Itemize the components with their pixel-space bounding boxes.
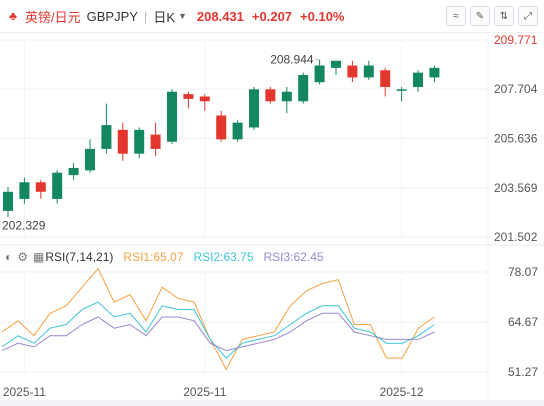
price-tick-label: 201.502 xyxy=(494,230,538,244)
rsi-tick-label: 51.27 xyxy=(508,365,538,379)
candle-body xyxy=(265,89,276,102)
price-tick-label: 205.636 xyxy=(494,132,538,146)
rsi3-value: RSI3:62.45 xyxy=(263,250,324,264)
rsi-name: RSI(7,14,21) xyxy=(45,250,114,264)
price-tick-label: 207.704 xyxy=(494,82,538,96)
candle-body xyxy=(150,134,161,149)
rsi1-value: RSI1:65.07 xyxy=(123,250,184,264)
rsi-tick-label: 64.67 xyxy=(508,315,538,329)
price-change-pct: +0.10% xyxy=(300,8,345,24)
eye-icon[interactable]: ◐ xyxy=(5,250,13,264)
candle-body xyxy=(183,94,194,99)
grid-lines xyxy=(0,32,544,400)
candle-body xyxy=(68,167,79,176)
last-price: 208.431 xyxy=(196,8,244,24)
rsi-panel xyxy=(1,267,435,371)
candle-body xyxy=(216,115,227,140)
chart-toolbar: ≈ ✎ ⇅ ⤢ xyxy=(446,6,538,26)
low-annotation: 202.329 xyxy=(2,218,46,232)
pair-code: GBPJPY xyxy=(86,8,138,24)
candle-body xyxy=(331,60,341,68)
indicator-icon[interactable]: ≈ xyxy=(446,6,466,26)
time-axis: 2025-11 2025-11 2025-12 xyxy=(3,385,424,399)
candle-body xyxy=(52,172,63,199)
gear-icon[interactable]: ⚙ xyxy=(17,250,29,264)
candle-body xyxy=(167,91,177,142)
candle-body xyxy=(85,148,95,171)
candle-body xyxy=(19,182,30,199)
price-tick-label: 203.569 xyxy=(494,181,538,195)
rsi-line-rsi2 xyxy=(1,301,435,359)
pair-name-cn[interactable]: 英镑/日元 xyxy=(25,9,81,25)
candle-body xyxy=(199,96,210,102)
rsi-line-rsi3 xyxy=(1,312,435,352)
rsi-tick-label: 78.07 xyxy=(508,265,538,279)
candle-body xyxy=(134,129,145,154)
candle-body xyxy=(249,89,259,128)
candle-body xyxy=(413,72,423,87)
price-tick-label: 209.771 xyxy=(494,33,538,47)
draw-icon[interactable]: ✎ xyxy=(470,6,490,26)
settings-icon[interactable]: ⇅ xyxy=(494,6,514,26)
candle-body xyxy=(101,125,112,149)
rsi2-value: RSI2:63.75 xyxy=(193,250,254,264)
time-tick-label: 2025-11 xyxy=(183,385,226,399)
indicator-legend: ◐ ⚙ ▦ RSI(7,14,21) RSI1:65.07 RSI2:63.75… xyxy=(0,246,544,268)
fullscreen-icon[interactable]: ⤢ xyxy=(518,6,538,26)
candle-body xyxy=(396,89,407,91)
candle-body xyxy=(3,191,13,211)
footer-strip xyxy=(0,400,544,406)
candle-body xyxy=(363,65,374,78)
candlestick-series: 208.944 202.329 xyxy=(2,53,440,232)
gbp-flag-icon: ♣ xyxy=(9,9,17,23)
time-tick-label: 2025-11 xyxy=(3,385,46,399)
candle-body xyxy=(347,65,358,78)
rsi-line-rsi1 xyxy=(1,267,435,371)
chart-header: ♣ 英镑/日元 GBPJPY | 日K ▼ 208.431 +0.207 +0.… xyxy=(0,0,544,33)
candle-body xyxy=(232,122,243,140)
chevron-down-icon[interactable]: ▼ xyxy=(177,11,187,21)
candle-body xyxy=(429,67,440,78)
price-change: +0.207 xyxy=(251,8,293,24)
candle-body xyxy=(314,65,325,83)
candle-body xyxy=(281,91,292,102)
rsi-axis: 78.07 64.67 51.27 xyxy=(508,265,538,379)
timeframe-selector[interactable]: 日K xyxy=(153,9,175,25)
candle-body xyxy=(298,75,309,102)
bar-chart-icon: ▦ xyxy=(33,250,45,264)
chart-canvas[interactable]: 208.944 202.329 209.771 207.704 205.636 203.… xyxy=(0,32,544,400)
price-axis: 209.771 207.704 205.636 203.569 201.502 xyxy=(494,33,538,244)
time-tick-label: 2025-12 xyxy=(380,385,424,399)
header-divider: | xyxy=(143,8,148,24)
candle-body xyxy=(380,70,391,87)
high-annotation: 208.944 xyxy=(270,53,314,67)
candle-body xyxy=(117,129,128,154)
candle-body xyxy=(35,182,46,192)
